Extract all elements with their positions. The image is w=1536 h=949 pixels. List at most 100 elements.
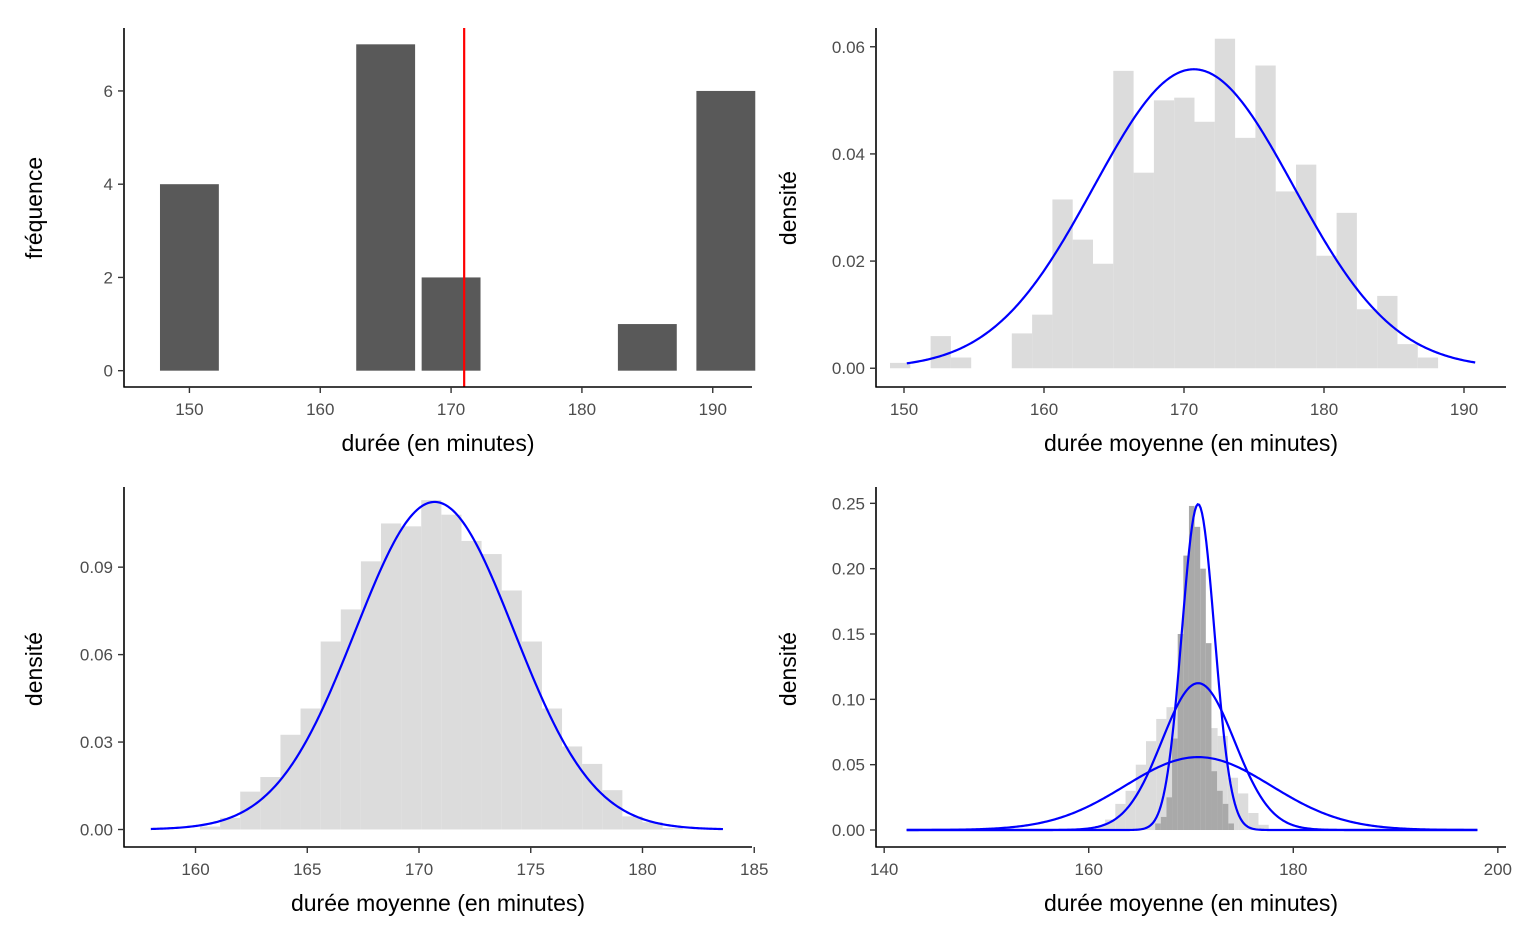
histogram-bin xyxy=(1235,137,1256,369)
y-tick-label: 0.06 xyxy=(832,38,865,57)
histogram-bin xyxy=(300,708,321,830)
bar xyxy=(159,184,219,371)
bar xyxy=(617,324,677,371)
x-tick-label: 160 xyxy=(306,400,334,419)
x-tick-label: 160 xyxy=(1075,860,1103,879)
histogram-bin xyxy=(461,540,482,830)
bar xyxy=(356,44,416,371)
x-tick-label: 175 xyxy=(517,860,545,879)
histogram-bin xyxy=(662,828,683,830)
histogram-bin xyxy=(642,822,663,830)
y-tick-label: 4 xyxy=(104,175,113,194)
x-tick-label: 190 xyxy=(1450,400,1478,419)
x-tick-label: 170 xyxy=(437,400,465,419)
histogram-bin xyxy=(260,777,281,830)
histogram-bin xyxy=(1214,38,1236,369)
y-tick-label: 0.04 xyxy=(832,145,865,164)
y-tick-label: 0.09 xyxy=(80,558,113,577)
histogram-bin xyxy=(421,500,442,830)
histogram-1-bin xyxy=(1188,505,1195,831)
histogram-bin xyxy=(562,746,583,830)
histogram-bin xyxy=(481,554,502,830)
histogram-bin xyxy=(240,791,261,830)
histogram-bin xyxy=(1356,309,1378,369)
panel-bottom-right-density-histograms: 140 160 180 200 0.00 0.05 0.10 0.15 0.20 0.25 duré… xyxy=(775,487,1512,916)
bar xyxy=(696,90,756,371)
histogram-0-bin xyxy=(1094,826,1106,831)
histogram-0-bin xyxy=(1258,824,1269,831)
y-tick-label: 0.06 xyxy=(80,646,113,665)
histogram-1-bin xyxy=(1177,634,1184,831)
y-tick-label: 2 xyxy=(104,268,113,287)
histogram-bin xyxy=(1397,344,1418,369)
y-tick-label: 0 xyxy=(104,362,113,381)
histogram-bin xyxy=(360,561,382,830)
y-tick-label: 0.10 xyxy=(832,690,865,709)
histogram-bin xyxy=(1174,97,1195,369)
histogram-bin xyxy=(1316,255,1337,369)
y-axis-title: densité xyxy=(775,171,801,245)
y-axis-title: densité xyxy=(775,632,801,706)
y-tick-label: 0.25 xyxy=(832,494,865,513)
histogram-bin xyxy=(1296,164,1317,369)
x-tick-label: 180 xyxy=(1310,400,1338,419)
y-tick-label: 0.20 xyxy=(832,560,865,579)
normal-curve-0 xyxy=(906,68,1476,365)
histogram-bin xyxy=(1072,239,1093,369)
histogram-bin xyxy=(381,523,402,830)
panel-bottom-left-density-histogram: 160 165 170 175 180 185 0.00 0.03 0.06 0.09 durée … xyxy=(21,487,768,916)
histogram-bin xyxy=(521,641,542,830)
histogram-1-bin xyxy=(1211,771,1218,831)
histogram-bin xyxy=(220,817,241,830)
histogram-0-bin xyxy=(1135,764,1146,831)
y-tick-label: 0.02 xyxy=(832,252,865,271)
normal-curve-0 xyxy=(906,755,1478,832)
histogram-1-bin xyxy=(1172,738,1178,831)
histogram-0-bin xyxy=(1146,741,1157,831)
histogram-bin xyxy=(930,336,951,369)
y-tick-label: 0.00 xyxy=(80,821,113,840)
x-axis-title: durée (en minutes) xyxy=(341,430,534,456)
y-tick-label: 0.15 xyxy=(832,625,865,644)
histogram-bin xyxy=(1194,121,1215,369)
histogram-bin xyxy=(1011,333,1033,369)
y-axis-title: fréquence xyxy=(21,157,47,259)
histogram-bin xyxy=(1336,212,1357,369)
histogram-bin xyxy=(1377,295,1398,369)
histogram-0-bin xyxy=(1248,813,1259,831)
histogram-0-bin xyxy=(1156,718,1167,831)
histogram-0-bin xyxy=(1125,790,1136,831)
y-tick-label: 0.03 xyxy=(80,733,113,752)
x-tick-label: 200 xyxy=(1484,860,1512,879)
x-tick-label: 185 xyxy=(740,860,768,879)
histogram-bin xyxy=(340,609,361,830)
histogram-bin xyxy=(401,526,422,830)
histogram-bin xyxy=(1113,70,1134,369)
x-tick-label: 180 xyxy=(628,860,656,879)
x-tick-label: 165 xyxy=(293,860,321,879)
x-axis-title: durée moyenne (en minutes) xyxy=(291,890,585,916)
histogram-bin xyxy=(199,826,221,830)
normal-curve-2 xyxy=(906,503,1478,832)
x-tick-label: 170 xyxy=(405,860,433,879)
histogram-1-bin xyxy=(1200,568,1206,831)
x-tick-label: 180 xyxy=(1279,860,1307,879)
x-tick-label: 160 xyxy=(1030,400,1058,419)
x-tick-label: 150 xyxy=(890,400,918,419)
histogram-1-bin xyxy=(1155,823,1161,831)
histogram-1-bin xyxy=(1222,803,1229,831)
x-tick-label: 160 xyxy=(181,860,209,879)
panel-top-right-density-histogram: 150 160 170 180 190 0.00 0.02 0.04 0.06 durée moy… xyxy=(775,28,1506,456)
histogram-1-bin xyxy=(1160,816,1167,831)
x-tick-label: 150 xyxy=(175,400,203,419)
histogram-bin xyxy=(320,641,341,830)
histogram-bin xyxy=(541,708,563,830)
x-tick-label: 170 xyxy=(1170,400,1198,419)
x-tick-label: 180 xyxy=(568,400,596,419)
histogram-bin xyxy=(1133,172,1154,369)
histogram-bin xyxy=(1032,314,1053,369)
histogram-0-bin xyxy=(1227,777,1239,831)
histogram-bin xyxy=(1153,100,1175,369)
histogram-1-bin xyxy=(1205,643,1212,831)
